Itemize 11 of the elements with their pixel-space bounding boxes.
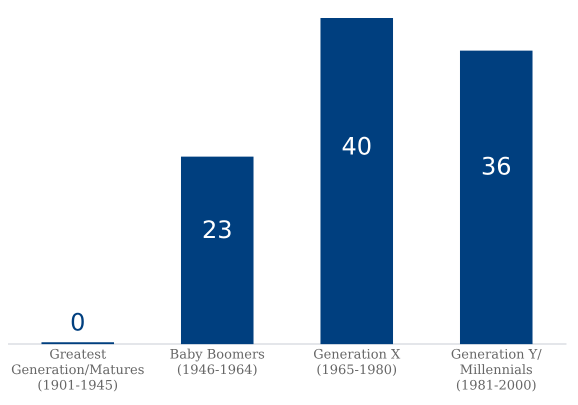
x-tick-label: Greatest Generation/Matures (1901-1945) — [11, 347, 144, 394]
bar — [460, 50, 533, 344]
data-label: 0 — [70, 308, 86, 336]
data-label: 36 — [480, 152, 512, 180]
bar — [180, 156, 254, 344]
x-tick-label: Generation X (1965-1980) — [313, 347, 402, 378]
bar — [320, 18, 394, 344]
x-tick-label: Generation Y/ Millennials (1981-2000) — [450, 347, 542, 394]
data-label: 23 — [202, 216, 233, 244]
data-label: 40 — [341, 132, 372, 161]
x-tick-label: Baby Boomers (1946-1964) — [170, 347, 265, 378]
